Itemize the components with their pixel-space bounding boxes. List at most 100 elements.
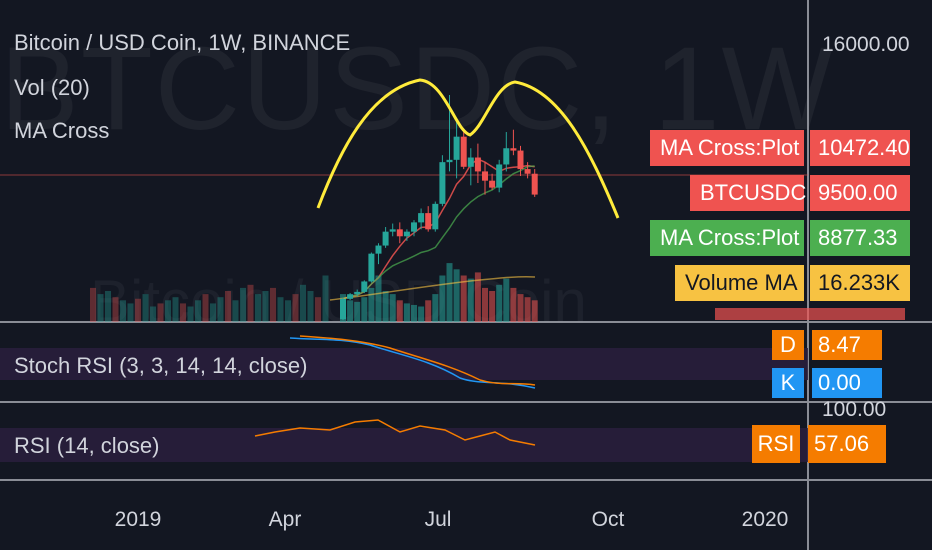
candle-body — [375, 245, 382, 254]
candle-body — [418, 213, 425, 223]
candle-body — [396, 229, 403, 237]
stoch-band — [0, 348, 808, 380]
candle-body — [524, 169, 531, 174]
volume-bar-history — [270, 287, 276, 322]
ma-cross-indicator-label[interactable]: MA Cross — [14, 118, 110, 143]
volume-bar-history — [300, 284, 306, 322]
rsi-axis-label: 100.00 — [822, 398, 887, 421]
volume-bar — [496, 284, 503, 322]
rsi-label[interactable]: RSI (14, close) — [14, 433, 160, 458]
tag-label: BTCUSDC — [690, 175, 806, 211]
volume-bar — [531, 300, 538, 322]
volume-bar — [411, 304, 417, 322]
volume-bar-history — [172, 297, 179, 322]
volume-bar-history — [240, 287, 246, 322]
volume-bar-history — [217, 297, 224, 322]
volume-bar-history — [315, 297, 321, 322]
tag-value: 9500.00 — [810, 175, 910, 211]
volume-bar — [510, 287, 517, 322]
time-label: 2020 — [741, 508, 789, 531]
candle-body — [503, 148, 510, 165]
volume-bar-history — [285, 300, 291, 322]
chart-title: Bitcoin / USD Coin, 1W, BINANCE — [14, 30, 351, 55]
volume-bar-history — [97, 294, 104, 322]
rsi-band — [0, 428, 808, 462]
candle-body — [517, 150, 524, 170]
volume-bar — [382, 291, 389, 322]
volume-bar — [489, 291, 496, 322]
candle-body — [489, 180, 496, 188]
candle-body — [496, 164, 503, 188]
tag-value: 0.00 — [812, 368, 882, 398]
stoch-rsi-label[interactable]: Stoch RSI (3, 3, 14, 14, close) — [14, 353, 308, 378]
time-label: Jul — [424, 508, 452, 531]
volume-bar — [361, 297, 368, 322]
volume-bar — [368, 287, 375, 322]
volume-bar-history — [120, 300, 126, 322]
volume-bar — [503, 278, 510, 322]
candle-body — [467, 157, 474, 167]
tag-volume-ma: Volume MA 16.233K — [675, 265, 910, 301]
volume-bar-history — [135, 298, 141, 322]
volume-bar-history — [255, 294, 261, 322]
tag-btcusdc: BTCUSDC 9500.00 — [690, 175, 910, 211]
volume-bar-history — [232, 300, 239, 322]
volume-ma-line — [329, 276, 536, 301]
volume-bar-history — [247, 284, 254, 322]
volume-bar-history — [292, 294, 299, 322]
candle-body — [482, 171, 488, 181]
volume-bar — [418, 306, 425, 322]
vol-indicator-label[interactable]: Vol (20) — [14, 75, 90, 100]
volume-bar — [446, 263, 453, 322]
volume-bar-history — [165, 300, 171, 322]
candle-body — [361, 281, 368, 292]
volume-bar — [517, 294, 524, 322]
volume-bar — [439, 275, 446, 322]
candle-body — [531, 173, 538, 195]
candle-body — [453, 136, 460, 160]
volume-bar-history — [262, 291, 269, 322]
tag-label: D — [772, 330, 804, 360]
volume-bar — [460, 275, 467, 322]
volume-bar-history — [142, 294, 149, 322]
tag-value: 16.233K — [810, 265, 910, 301]
tag-label: MA Cross:Plot — [650, 220, 804, 256]
volume-bar-history — [105, 291, 111, 322]
time-label: Oct — [591, 508, 625, 531]
tag-label: K — [772, 368, 804, 398]
volume-bar — [375, 275, 382, 322]
candle-body — [340, 298, 346, 320]
candle-body — [347, 294, 354, 299]
tag-label: RSI — [752, 425, 800, 463]
volume-bar-history — [195, 300, 201, 322]
stoch-d-line — [299, 335, 536, 386]
candle-body — [460, 136, 467, 167]
volume-bar-history — [180, 303, 186, 322]
candle-body — [389, 229, 396, 232]
time-label: Apr — [268, 508, 302, 531]
volume-bar-history — [225, 291, 231, 322]
volume-bar — [354, 301, 361, 322]
volume-bar-history — [322, 275, 329, 322]
volume-bar — [425, 300, 432, 322]
candle-body — [446, 159, 453, 163]
volume-bar-history — [187, 306, 194, 322]
candle-body — [432, 203, 439, 230]
volume-bar — [482, 287, 488, 322]
volume-bar-history — [202, 294, 209, 322]
price-axis-label: 16000.00 — [822, 33, 910, 56]
volume-bar — [347, 300, 354, 322]
tag-volume-partial — [715, 308, 905, 320]
volume-bar — [403, 303, 410, 322]
candle-body — [439, 162, 446, 204]
volume-bar — [467, 278, 474, 322]
volume-bar — [389, 294, 396, 322]
tag-ma-cross-plot-1: MA Cross:Plot 10472.40 — [650, 130, 910, 166]
candle-body — [368, 253, 375, 282]
volume-bar-history — [157, 303, 164, 322]
candle-body — [474, 157, 481, 172]
double-top-drawing[interactable] — [316, 78, 620, 219]
volume-bar-history — [277, 297, 284, 322]
